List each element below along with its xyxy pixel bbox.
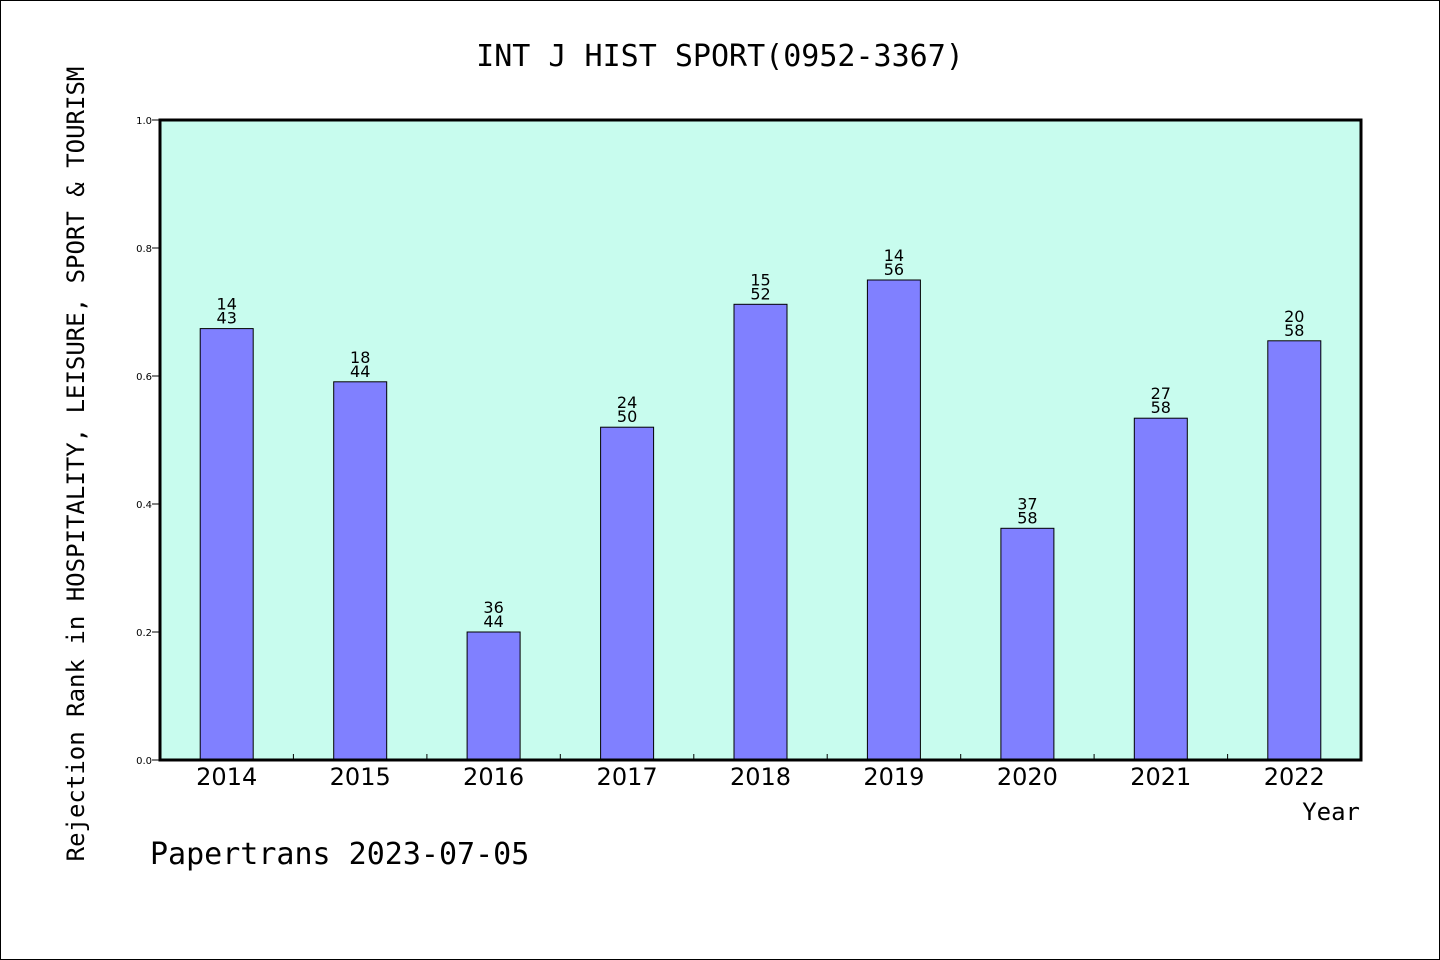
bar-label-bottom-2022: 58 xyxy=(1284,321,1304,340)
bar-label-bottom-2019: 56 xyxy=(884,260,904,279)
bar-2021 xyxy=(1133,417,1188,761)
bar-2017 xyxy=(600,426,655,761)
chart-title: INT J HIST SPORT(0952-3367) xyxy=(476,39,964,74)
bar-label-bottom-2016: 44 xyxy=(483,612,503,631)
y-axis-ticks: 0.0 0.2 0.4 0.6 0.8 1.0 xyxy=(136,116,160,767)
bar-2018 xyxy=(733,303,788,761)
bar-2020 xyxy=(1000,527,1055,761)
y-axis-title: Rejection Rank in HOSPITALITY, LEISURE, … xyxy=(62,67,90,862)
bar-label-bottom-2015: 44 xyxy=(350,362,370,381)
y-tick-label: 1.0 xyxy=(136,116,152,127)
bar-label-top-2019: 14 xyxy=(884,246,904,265)
bar-label-top-2015: 18 xyxy=(350,348,370,367)
x-tick-label-2019: 2019 xyxy=(863,763,924,791)
bar-label-bottom-2014: 43 xyxy=(217,309,237,328)
bar-2014 xyxy=(199,328,254,761)
x-tick-label-2016: 2016 xyxy=(463,763,524,791)
y-tick-label: 0.6 xyxy=(136,372,152,383)
x-axis-title: Year xyxy=(1302,798,1360,826)
bars-layer xyxy=(199,279,1322,761)
bar-2015 xyxy=(333,381,388,761)
y-tick-label: 0.4 xyxy=(136,500,152,511)
y-tick-label: 0.2 xyxy=(136,628,152,639)
y-tick-label: 0.0 xyxy=(136,756,152,767)
x-tick-label-2018: 2018 xyxy=(730,763,791,791)
bar-label-top-2014: 14 xyxy=(217,295,237,314)
bar-label-bottom-2018: 52 xyxy=(750,284,770,303)
x-tick-label-2021: 2021 xyxy=(1130,763,1191,791)
x-tick-label-2017: 2017 xyxy=(597,763,658,791)
bar-label-bottom-2017: 50 xyxy=(617,407,637,426)
x-tick-label-2015: 2015 xyxy=(330,763,391,791)
bar-2019 xyxy=(866,279,921,761)
bar-label-bottom-2020: 58 xyxy=(1017,508,1037,527)
plot-border xyxy=(158,118,1363,762)
bar-label-top-2017: 24 xyxy=(617,393,637,412)
bar-label-top-2018: 15 xyxy=(750,270,770,289)
bar-label-bottom-2021: 58 xyxy=(1151,398,1171,417)
x-tick-label-2014: 2014 xyxy=(196,763,257,791)
y-tick-label: 0.8 xyxy=(136,244,152,255)
x-tick-label-2022: 2022 xyxy=(1264,763,1325,791)
bar-label-top-2020: 37 xyxy=(1017,494,1037,513)
bar-label-top-2022: 20 xyxy=(1284,307,1304,326)
bar-2016 xyxy=(466,631,521,761)
bar-2022 xyxy=(1267,340,1322,761)
footer-date-stamp: Papertrans 2023-07-05 xyxy=(150,837,529,872)
x-tick-label-2020: 2020 xyxy=(997,763,1058,791)
bar-label-top-2016: 36 xyxy=(483,598,503,617)
x-axis-ticks: 2014 2015 2016 2017 2018 2019 2020 2021 2022 xyxy=(196,754,1325,791)
bar-label-top-2021: 27 xyxy=(1151,384,1171,403)
